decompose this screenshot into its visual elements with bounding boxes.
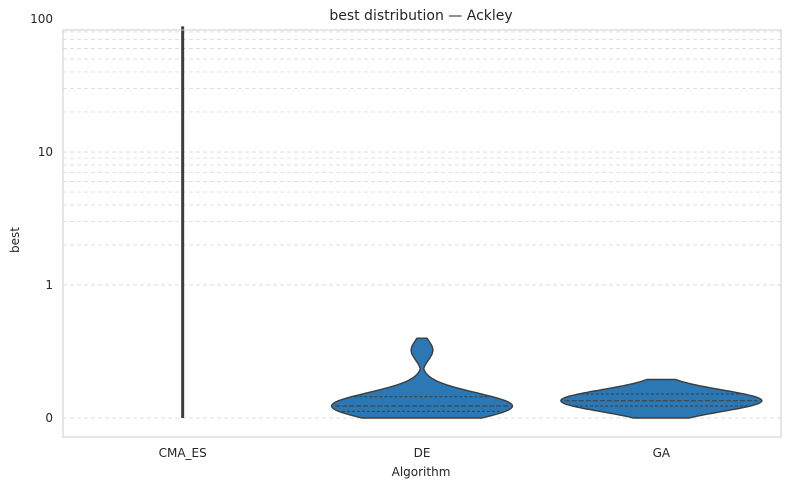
x-tick-label: DE <box>414 446 431 460</box>
violins <box>181 26 763 419</box>
x-axis-ticks: CMA_ES DE GA <box>159 446 671 460</box>
x-axis-label: Algorithm <box>392 465 451 479</box>
y-axis-ticks: 0 1 10 100 <box>30 12 53 425</box>
violin-ga <box>560 378 763 419</box>
violin-de <box>330 337 514 419</box>
y-tick-label: 1 <box>45 278 53 292</box>
chart-title: best distribution — Ackley <box>329 8 512 24</box>
y-tick-label: 10 <box>38 145 53 159</box>
x-tick-label: GA <box>653 446 671 460</box>
y-tick-label: 100 <box>30 12 53 26</box>
plot-frame <box>62 29 782 438</box>
y-tick-label: 0 <box>45 411 53 425</box>
y-axis-label: best <box>8 227 22 253</box>
x-tick-label: CMA_ES <box>159 446 207 460</box>
